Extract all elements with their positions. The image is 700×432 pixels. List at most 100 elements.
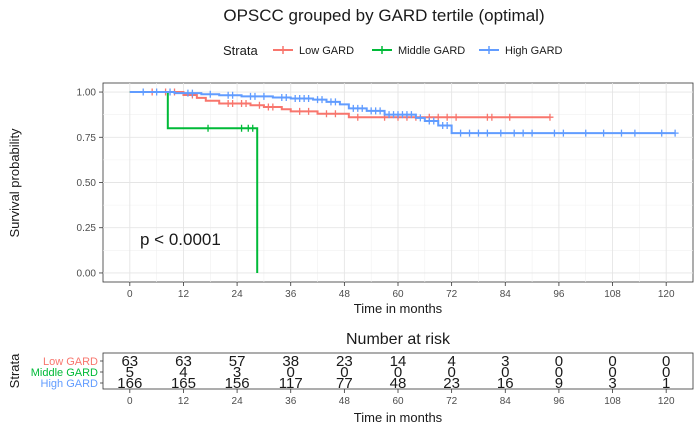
plot-grid [103,83,693,282]
high-gard-censor-mark [466,129,474,137]
high-gard-censor-mark [474,129,482,137]
high-gard-censor-mark [559,129,567,137]
risk-count-low-gard: 38 [282,353,299,370]
p-value-annotation: p < 0.0001 [140,230,221,249]
high-gard-censor-mark [457,129,465,137]
risk-count-low-gard: 63 [121,353,138,370]
risk-count-high-gard: 117 [279,375,303,392]
high-gard-censor-mark [358,104,366,112]
y-tick-label: 1.00 [77,88,97,99]
axis-ticks: 0 12 24 36 48 60 72 84 96 108 120 0.00 0.25 0.50 0.75 1… [77,88,675,300]
risk-count-middle-gard: 3 [233,364,241,381]
high-gard-censor-mark [600,129,608,137]
risk-table: Number at risk Low GARD 63 63 57 38 23 14 4 3 0 0 0… [7,331,694,425]
middle-gard-censor-mark [238,124,246,132]
risk-row-label-high-gard: High GARD [41,378,99,390]
low-gard-censor-mark [434,113,442,121]
high-gard-censor-mark [229,91,237,99]
x-tick-label: 60 [392,289,404,300]
low-gard-censor-mark [322,110,330,118]
risk-count-low-gard: 3 [501,353,509,370]
risk-count-high-gard: 77 [336,375,353,392]
risk-x-axis-title: Time in months [354,410,443,425]
high-gard-censor-mark [550,129,558,137]
risk-count-low-gard: 4 [447,353,455,370]
x-tick-label: 48 [339,289,351,300]
low-gard-censor-mark [506,113,514,121]
high-gard-censor-mark [430,117,438,125]
risk-row-label-middle-gard: Middle GARD [31,367,98,379]
risk-count-middle-gard: 4 [179,364,187,381]
high-gard-censor-mark [617,129,625,137]
legend-label-middle-gard: Middle GARD [398,45,465,57]
x-tick-label: 84 [500,289,512,300]
high-gard-censor-mark [671,129,679,137]
x-tick-label: 0 [127,289,133,300]
risk-count-middle-gard: 0 [662,364,670,381]
legend-label-high-gard: High GARD [505,45,563,57]
risk-table-title: Number at risk [346,331,451,348]
low-gard-censor-mark [242,99,250,107]
high-gard-censor-mark [443,122,451,130]
legend-label-low-gard: Low GARD [299,45,354,57]
high-gard-censor-mark [582,129,590,137]
risk-x-tick-label: 0 [127,396,133,407]
high-gard-censor-mark [376,107,384,115]
y-tick-label: 0.50 [77,178,97,189]
y-tick-label: 0.00 [77,268,97,279]
risk-count-middle-gard: 0 [447,364,455,381]
high-gard-censor-mark [318,96,326,104]
low-gard-censor-mark [452,113,460,121]
risk-count-middle-gard: 0 [394,364,402,381]
risk-count-low-gard: 63 [175,353,192,370]
risk-x-tick-label: 36 [285,396,297,407]
legend-item-high-gard: High GARD [479,45,563,57]
legend-item-middle-gard: Middle GARD [372,45,465,57]
high-gard-censor-mark [519,129,527,137]
risk-count-low-gard: 0 [662,353,670,370]
risk-x-tick-label: 84 [500,396,512,407]
risk-count-high-gard: 165 [171,375,196,392]
low-gard-censor-mark [354,113,362,121]
low-gard-censor-mark [229,99,237,107]
risk-x-tick-label: 108 [604,396,621,407]
x-tick-label: 12 [178,289,190,300]
risk-count-middle-gard: 0 [287,364,295,381]
high-gard-censor-mark [153,88,161,96]
risk-count-high-gard: 16 [497,375,514,392]
high-gard-censor-mark [510,129,518,137]
risk-x-tick-label: 24 [232,396,244,407]
high-gard-censor-mark [407,111,415,119]
risk-count-high-gard: 48 [390,375,407,392]
high-gard-censor-mark [251,92,259,100]
y-tick-label: 0.25 [77,223,97,234]
risk-count-middle-gard: 0 [608,364,616,381]
risk-count-high-gard: 23 [443,375,460,392]
risk-x-tick-label: 60 [392,396,404,407]
high-gard-censor-mark [260,92,268,100]
x-tick-label: 96 [553,289,565,300]
y-tick-label: 0.75 [77,133,97,144]
risk-count-low-gard: 14 [390,353,407,370]
chart-title: OPSCC grouped by GARD tertile (optimal) [223,6,544,25]
high-gard-censor-mark [139,88,147,96]
low-gard-censor-mark [305,107,313,115]
high-gard-censor-mark [528,129,536,137]
risk-count-high-gard: 9 [555,375,563,392]
low-gard-censor-mark [331,110,339,118]
high-gard-censor-mark [166,88,174,96]
x-tick-label: 36 [285,289,297,300]
low-gard-censor-mark [546,113,554,121]
risk-count-low-gard: 0 [608,353,616,370]
high-gard-censor-mark [658,129,666,137]
x-axis-title: Time in months [354,301,443,316]
survival-plot: 0 12 24 36 48 60 72 84 96 108 120 0.00 0.25 0.50 0.75 1… [7,82,694,316]
x-tick-label: 120 [658,289,675,300]
high-gard-censor-mark [282,93,290,101]
risk-count-high-gard: 1 [662,375,670,392]
risk-count-low-gard: 0 [555,353,563,370]
low-gard-censor-mark [255,101,263,109]
low-gard-censor-mark [443,113,451,121]
risk-table-panel [102,352,694,390]
risk-x-tick-label: 48 [339,396,351,407]
